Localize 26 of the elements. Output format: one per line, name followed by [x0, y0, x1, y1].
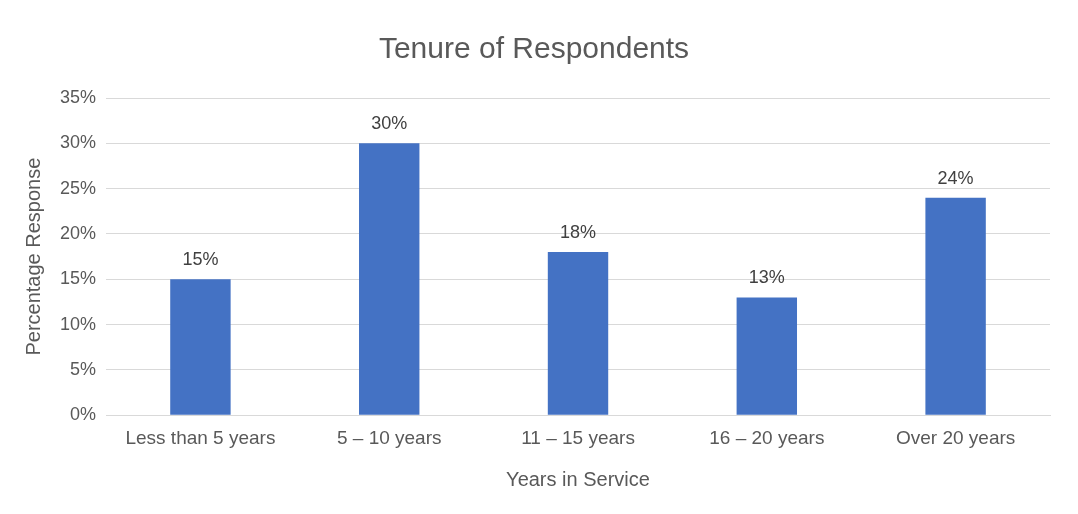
y-tick-label: 5%	[70, 358, 97, 379]
bar	[359, 143, 420, 415]
x-axis-title: Years in Service	[506, 467, 650, 490]
data-label: 15%	[182, 249, 219, 270]
data-label: 24%	[937, 167, 974, 188]
x-tick-label: 16 – 20 years	[709, 426, 825, 448]
bar	[170, 279, 231, 415]
y-tick-label: 20%	[60, 222, 97, 243]
bar	[547, 252, 609, 415]
x-tick-label: Over 20 years	[895, 426, 1016, 448]
y-tick-label: 30%	[60, 132, 97, 153]
y-tick-label: 25%	[60, 177, 97, 198]
x-tick-label: 11 – 15 years	[521, 426, 635, 448]
y-tick-label: 15%	[60, 268, 97, 289]
x-tick-label: 5 – 10 years	[336, 426, 442, 448]
data-label: 30%	[371, 113, 408, 134]
bar	[736, 297, 798, 415]
data-label: 18%	[560, 222, 597, 243]
chart-title: Tenure of Respondents	[378, 31, 690, 65]
data-label: 13%	[748, 267, 785, 288]
y-axis-title: Percentage Response	[21, 157, 44, 356]
y-tick-label: 35%	[60, 86, 97, 107]
x-tick-label: Less than 5 years	[125, 426, 276, 448]
bar	[925, 197, 986, 415]
y-tick-label: 10%	[60, 313, 97, 334]
y-tick-label: 0%	[70, 404, 97, 425]
